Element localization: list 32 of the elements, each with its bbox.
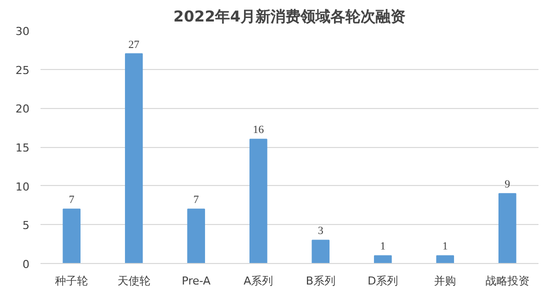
bar	[374, 255, 392, 264]
bar	[249, 138, 268, 264]
bar	[436, 255, 454, 264]
x-tick-label: B系列	[306, 274, 336, 288]
x-tick-label: 并购	[434, 274, 456, 288]
y-tick-label: 10	[16, 180, 30, 194]
data-label: 9	[504, 178, 511, 191]
x-tick-label: 天使轮	[117, 274, 150, 288]
y-tick-label: 0	[22, 258, 30, 271]
bar	[124, 53, 143, 264]
x-tick-label: A系列	[244, 274, 274, 288]
data-label: 16	[252, 124, 264, 136]
bar	[62, 208, 81, 264]
bar	[187, 208, 206, 264]
bar	[312, 240, 330, 264]
data-label: 27	[128, 38, 140, 51]
x-tick-label: 战略投资	[485, 274, 530, 288]
x-tick-label: 种子轮	[55, 274, 88, 288]
y-tick-label: 30	[16, 25, 30, 38]
data-label: 7	[193, 194, 200, 206]
x-tick-label: D系列	[368, 274, 398, 288]
data-label: 7	[68, 194, 75, 206]
data-label: 3	[318, 225, 324, 238]
bar	[498, 193, 516, 264]
chart-title: 2022年4月新消费领域各轮次融资	[173, 8, 406, 26]
data-label: 1	[442, 240, 448, 253]
y-tick-label: 5	[22, 219, 30, 232]
y-tick-label: 20	[16, 102, 30, 116]
data-label: 1	[380, 240, 386, 253]
x-tick-label: Pre-A	[182, 274, 211, 288]
y-tick-label: 25	[16, 64, 30, 77]
y-tick-label: 15	[16, 142, 30, 154]
